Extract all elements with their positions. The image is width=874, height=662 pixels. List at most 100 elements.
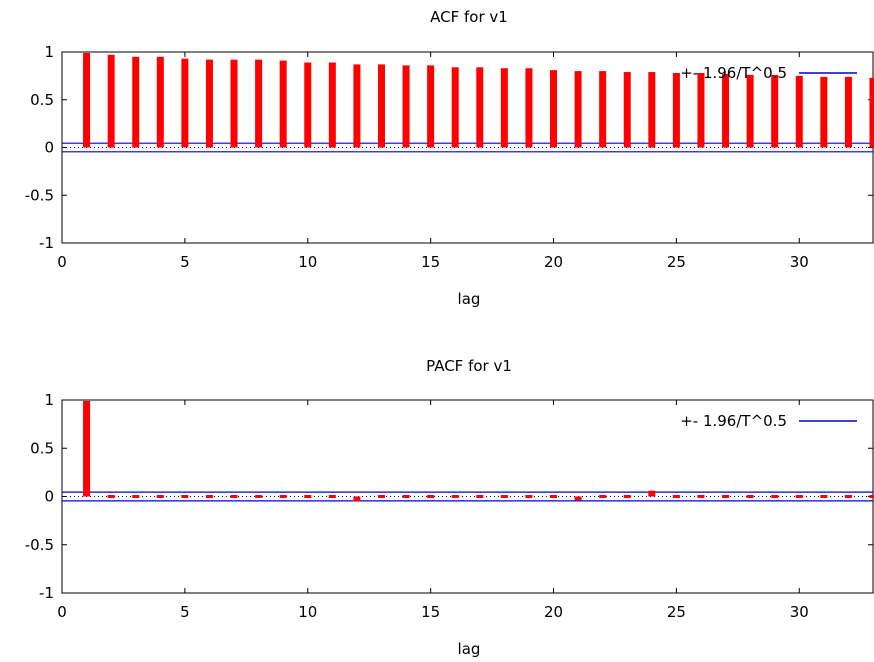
- pacf-bar-lag-9: [279, 495, 287, 498]
- pacf-panel: PACF for v1 10.50-0.5-10 5 10 15 20 25 30+- 1.…: [25, 357, 874, 658]
- pacf-bar-lag-30: [795, 495, 803, 498]
- pacf-bar-lag-2: [107, 495, 115, 498]
- pacf-xtick-label: 30: [790, 603, 809, 621]
- pacf-bar-lag-21: [574, 496, 582, 501]
- pacf-bar-lag-16: [451, 495, 459, 498]
- acf-bar-lag-4: [156, 56, 164, 148]
- pacf-bar-lag-5: [181, 495, 189, 498]
- acf-bar-lag-11: [328, 62, 336, 148]
- pacf-bar-lag-12: [353, 496, 361, 502]
- acf-ytick-label: 0.5: [30, 91, 54, 109]
- pacf-bar-lag-31: [820, 495, 828, 498]
- pacf-xtick-label: 20: [544, 603, 563, 621]
- acf-ytick-label: 1: [44, 43, 54, 61]
- pacf-xtick-label: 15: [421, 603, 440, 621]
- pacf-bar-lag-17: [476, 495, 484, 498]
- pacf-bar-lag-6: [205, 495, 213, 498]
- acf-xtick-label: 15: [421, 253, 440, 271]
- pacf-bar-lag-22: [599, 495, 607, 498]
- acf-bar-lag-8: [255, 59, 263, 148]
- pacf-xtick-label: 10: [298, 603, 317, 621]
- acf-bar-lag-21: [574, 71, 582, 148]
- acf-bar-lag-20: [550, 70, 558, 148]
- acf-plot-area: 10.50-0.5-10 5 10 15 20 25 30+- 1.96/T^0.5: [25, 43, 874, 271]
- pacf-bar-lag-28: [746, 495, 754, 498]
- acf-title: ACF for v1: [430, 8, 508, 26]
- pacf-xtick-label: 25: [667, 603, 686, 621]
- acf-bar-lag-24: [648, 72, 656, 148]
- pacf-title: PACF for v1: [426, 357, 512, 375]
- pacf-bar-lag-20: [550, 495, 558, 498]
- acf-bar-lag-9: [279, 60, 287, 148]
- pacf-ytick-label: 0: [44, 488, 54, 506]
- acf-bar-lag-33: [869, 77, 874, 148]
- pacf-bar-lag-15: [427, 495, 435, 498]
- acf-xtick-label: 10: [298, 253, 317, 271]
- acf-bar-lag-27: [722, 73, 730, 148]
- acf-bar-lag-22: [599, 71, 607, 148]
- acf-bar-lag-2: [107, 54, 115, 148]
- pacf-bar-lag-26: [697, 495, 705, 498]
- pacf-ytick-label: 0.5: [30, 439, 54, 457]
- acf-bar-lag-29: [771, 74, 779, 148]
- pacf-bar-lag-18: [500, 495, 508, 498]
- pacf-bar-lag-7: [230, 495, 238, 498]
- pacf-bar-lag-29: [771, 495, 779, 498]
- acf-panel: ACF for v1 10.50-0.5-10 5 10 15 20 25 30+- 1.9…: [25, 8, 874, 308]
- acf-xtick-label: 5: [180, 253, 190, 271]
- pacf-legend-label: +- 1.96/T^0.5: [680, 412, 787, 430]
- acf-xlabel: lag: [458, 290, 481, 308]
- pacf-ytick-label: -0.5: [25, 536, 54, 554]
- acf-bar-lag-5: [181, 58, 189, 148]
- acf-bar-lag-26: [697, 73, 705, 148]
- pacf-bar-lag-27: [722, 495, 730, 498]
- pacf-bar-lag-10: [304, 495, 312, 498]
- pacf-bar-lag-19: [525, 495, 533, 498]
- pacf-xtick-label: 5: [180, 603, 190, 621]
- pacf-bar-lag-13: [377, 495, 385, 498]
- acf-bar-lag-17: [476, 67, 484, 148]
- acf-legend-label: +- 1.96/T^0.5: [680, 64, 787, 82]
- acf-bar-lag-18: [500, 68, 508, 148]
- acf-bar-lag-6: [205, 59, 213, 148]
- acf-bar-lag-28: [746, 74, 754, 148]
- acf-bar-lag-15: [427, 65, 435, 148]
- pacf-plot-area: 10.50-0.5-10 5 10 15 20 25 30+- 1.96/T^0.5: [25, 391, 874, 621]
- acf-ytick-label: -0.5: [25, 186, 54, 204]
- acf-bar-lag-13: [377, 64, 385, 148]
- pacf-bar-lag-14: [402, 495, 410, 498]
- acf-bar-lag-23: [623, 72, 631, 148]
- pacf-bar-lag-8: [255, 495, 263, 498]
- acf-bar-lag-7: [230, 59, 238, 148]
- acf-xtick-label: 30: [790, 253, 809, 271]
- acf-bar-lag-14: [402, 65, 410, 148]
- pacf-bar-lag-23: [623, 495, 631, 498]
- pacf-xtick-label: 0: [57, 603, 67, 621]
- acf-bar-lag-1: [83, 52, 91, 148]
- acf-bar-lag-25: [672, 73, 680, 148]
- pacf-bar-lag-33: [869, 495, 874, 498]
- acf-bar-lag-10: [304, 62, 312, 148]
- acf-bar-lag-30: [795, 75, 803, 148]
- pacf-bar-lag-3: [132, 495, 140, 498]
- acf-bar-lag-19: [525, 68, 533, 148]
- pacf-bar-lag-32: [844, 495, 852, 498]
- pacf-ytick-label: -1: [39, 584, 54, 602]
- pacf-bar-lag-1: [83, 400, 91, 497]
- pacf-bar-lag-11: [328, 495, 336, 498]
- acf-xtick-label: 25: [667, 253, 686, 271]
- pacf-ytick-label: 1: [44, 391, 54, 409]
- pacf-bar-lag-24: [648, 490, 656, 497]
- pacf-bar-lag-25: [672, 495, 680, 498]
- pacf-xlabel: lag: [458, 640, 481, 658]
- pacf-bar-lag-4: [156, 495, 164, 498]
- acf-bar-lag-16: [451, 67, 459, 148]
- acf-bar-lag-3: [132, 56, 140, 148]
- acf-ytick-label: -1: [39, 234, 54, 252]
- acf-xtick-label: 20: [544, 253, 563, 271]
- acf-bar-lag-31: [820, 76, 828, 148]
- acf-ytick-label: 0: [44, 139, 54, 157]
- acf-bar-lag-32: [844, 76, 852, 148]
- acf-xtick-label: 0: [57, 253, 67, 271]
